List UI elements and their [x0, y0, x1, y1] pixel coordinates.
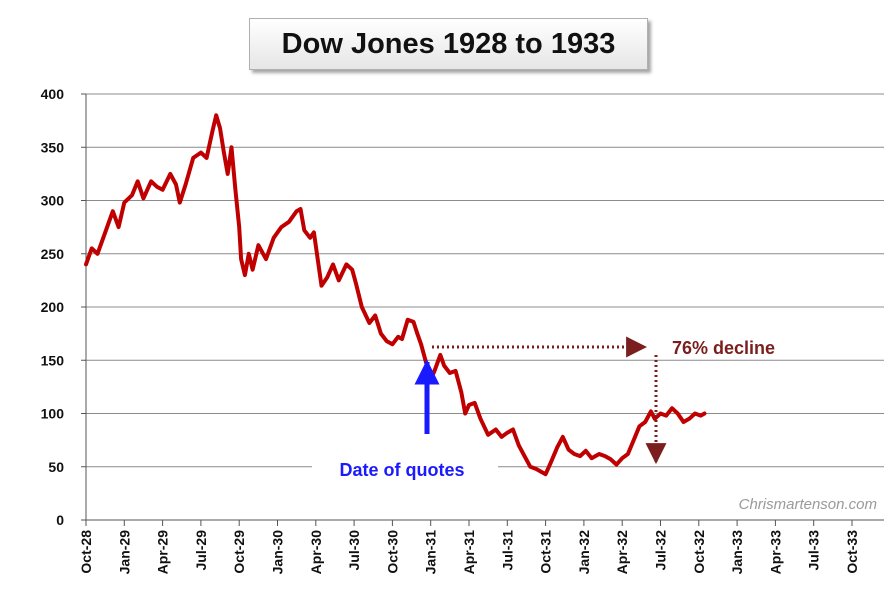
x-tick-label: Oct-28	[78, 530, 94, 574]
y-tick-label: 250	[41, 246, 65, 262]
annotations-layer: 76% decline Date of quotes Chrismartenso…	[312, 336, 877, 513]
axes	[81, 93, 884, 526]
x-tick-label: Jul-31	[499, 530, 515, 571]
x-tick-label: Jan-29	[116, 530, 132, 575]
x-tick-label: Jan-32	[576, 530, 592, 575]
x-tick-labels: Oct-28 Jan-29 Apr-29 Jul-29 Oct-29 Jan-30 Apr-…	[78, 530, 860, 575]
x-tick-label: Jul-32	[653, 530, 669, 571]
y-tick-label: 0	[56, 512, 64, 528]
x-tick-label: Apr-30	[308, 530, 324, 575]
x-tick-label: Oct-31	[538, 530, 554, 574]
x-tick-label: Apr-31	[461, 530, 477, 575]
y-tick-label: 150	[41, 352, 65, 368]
y-tick-labels: 0 50 100 150 200 250 300 350 400	[41, 86, 65, 528]
date-of-quotes-label: Date of quotes	[339, 460, 464, 480]
gridlines	[86, 93, 884, 468]
x-tick-label: Oct-33	[844, 530, 860, 574]
x-tick-label: Jan-30	[270, 530, 286, 575]
series-layer	[84, 113, 707, 477]
x-tick-label: Jul-29	[193, 530, 209, 571]
y-tick-label: 200	[41, 299, 65, 315]
x-tick-label: Oct-32	[691, 530, 707, 574]
x-tick-label: Jul-30	[346, 530, 362, 571]
x-tick-label: Jan-31	[423, 530, 439, 575]
x-tick-label: Apr-33	[767, 530, 783, 575]
watermark: Chrismartenson.com	[739, 496, 877, 513]
decline-label: 76% decline	[672, 338, 775, 358]
y-tick-label: 350	[41, 139, 65, 155]
x-tick-label: Jan-33	[729, 530, 745, 575]
x-tick-label: Jul-33	[806, 530, 822, 571]
series-line	[84, 113, 707, 477]
x-tick-label: Oct-30	[384, 530, 400, 574]
x-tick-label: Apr-29	[155, 530, 171, 575]
x-tick-label: Oct-29	[231, 530, 247, 574]
y-tick-label: 400	[41, 86, 65, 102]
x-tick-label: Apr-32	[614, 530, 630, 575]
y-tick-label: 50	[48, 459, 64, 475]
y-tick-label: 100	[41, 406, 65, 422]
y-tick-label: 300	[41, 193, 65, 209]
chart-title: Dow Jones 1928 to 1933	[249, 18, 648, 70]
date-label-background	[312, 452, 498, 480]
